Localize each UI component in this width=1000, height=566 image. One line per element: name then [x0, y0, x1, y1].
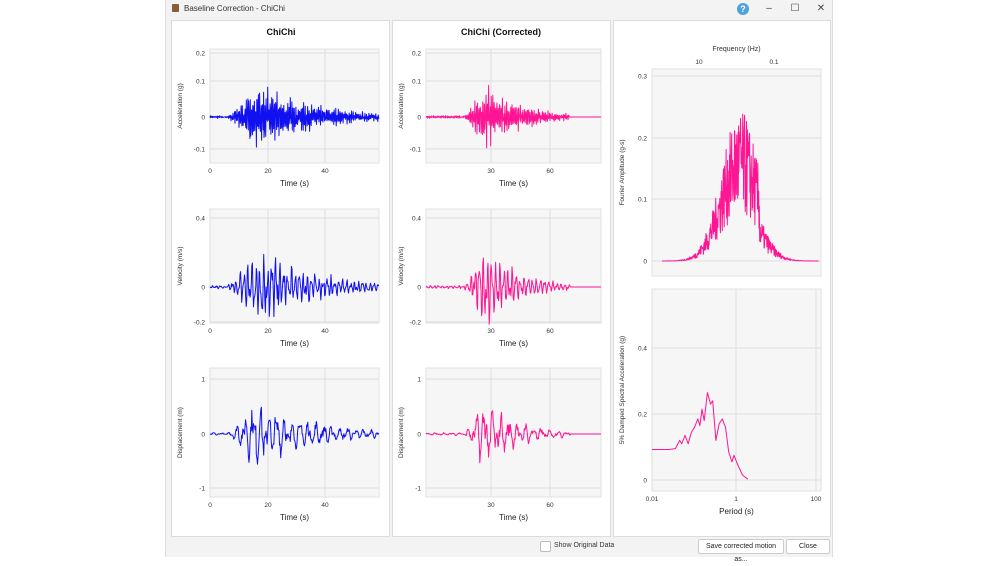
x-tick-label: 100: [811, 496, 822, 503]
y-tick-label: 0.1: [412, 79, 421, 86]
x-tick-label: 60: [546, 502, 554, 509]
y-tick-label: 0: [643, 259, 647, 266]
plot-area: [425, 208, 602, 324]
plot-area: [209, 208, 380, 324]
y-tick-label: 0.2: [638, 412, 647, 419]
app-icon: [172, 4, 179, 12]
help-icon[interactable]: ?: [737, 3, 749, 15]
maximize-button[interactable]: ☐: [790, 3, 800, 14]
minimize-button[interactable]: –: [766, 3, 772, 14]
panel-title: ChiChi (Corrected): [461, 27, 541, 37]
y-axis-label: Displacement (m): [398, 407, 405, 458]
x-tick-label: 60: [546, 168, 554, 175]
x-tick-label: 30: [487, 502, 495, 509]
y-tick-label: 0.3: [638, 74, 647, 81]
x-axis-label: Time (s): [280, 179, 309, 188]
series-line: [209, 254, 380, 318]
y-tick-label: 0.1: [196, 79, 205, 86]
y-axis-label: Fourier Amplitude (g-s): [619, 139, 626, 205]
y-tick-label: 0: [201, 115, 205, 122]
y-axis-label: 5% Damped Spectral Acceleration (g): [619, 336, 626, 444]
y-axis-label: Velocity (m/s): [398, 246, 405, 285]
y-tick-label: 0: [417, 115, 421, 122]
y-tick-label: -0.1: [194, 147, 206, 154]
x-tick-label: 60: [546, 328, 554, 335]
plot-area: [209, 48, 380, 164]
y-tick-label: 0: [417, 432, 421, 439]
x-tick-label: 20: [264, 328, 272, 335]
x-axis-label: Time (s): [499, 513, 528, 522]
y-tick-label: 0: [643, 478, 647, 485]
plot-area: [425, 367, 602, 498]
top-tick-label: 0.1: [769, 59, 778, 66]
y-tick-label: 0.2: [412, 51, 421, 58]
top-tick-label: 10: [695, 59, 703, 66]
spectra-panel: 0.3 0.2 0.1 0 10 0.1 Frequency (Hz) Fourier Amp…: [613, 20, 831, 537]
baseline-correction-window: Baseline Correction - ChiChi ? – ☐ ✕ Chi…: [165, 0, 833, 563]
y-axis-label: Acceleration (g): [177, 83, 184, 129]
x-tick-label: 0: [208, 168, 212, 175]
x-tick-label: 40: [321, 502, 329, 509]
y-tick-label: -1: [415, 486, 421, 493]
series-line: [661, 113, 819, 262]
y-tick-label: 0.2: [196, 51, 205, 58]
window-title: Baseline Correction - ChiChi: [184, 4, 285, 13]
x-axis-label: Time (s): [499, 179, 528, 188]
series-line: [209, 86, 380, 148]
original-motion-panel: ChiChi 0.2 0.1 0 -0.1 0 20 40 Time (s) Accelerati…: [171, 20, 390, 537]
y-tick-label: 0.4: [638, 346, 647, 353]
close-window-button[interactable]: ✕: [816, 3, 826, 14]
series-line: [209, 406, 380, 465]
x-axis-label: Period (s): [719, 507, 754, 516]
y-tick-label: 0.4: [412, 216, 421, 223]
x-tick-label: 0: [208, 502, 212, 509]
x-tick-label: 40: [321, 328, 329, 335]
x-tick-label: 20: [264, 502, 272, 509]
y-tick-label: 0.4: [196, 216, 205, 223]
x-tick-label: 1: [734, 496, 738, 503]
y-axis-label: Velocity (m/s): [177, 246, 184, 285]
y-tick-label: -0.2: [410, 320, 422, 327]
series-line: [425, 410, 601, 464]
y-tick-label: 1: [201, 377, 205, 384]
y-tick-label: -1: [199, 486, 205, 493]
x-axis-label: Time (s): [280, 513, 309, 522]
footer-bar: Show Original Data Save corrected motion…: [166, 536, 832, 563]
x-tick-label: 30: [487, 168, 495, 175]
x-tick-label: 0: [208, 328, 212, 335]
y-tick-label: 0: [417, 285, 421, 292]
title-bar: Baseline Correction - ChiChi ? – ☐ ✕: [166, 0, 832, 18]
series-line: [652, 392, 749, 480]
x-axis-label: Time (s): [280, 339, 309, 348]
x-tick-label: 0.01: [646, 496, 659, 503]
close-button[interactable]: Close: [786, 539, 830, 554]
plot-area: [425, 48, 602, 164]
x-axis-label: Time (s): [499, 339, 528, 348]
show-original-label[interactable]: Show Original Data: [554, 542, 615, 549]
y-tick-label: 0.2: [638, 136, 647, 143]
y-tick-label: 0: [201, 285, 205, 292]
panel-title: ChiChi: [267, 27, 296, 37]
y-axis-label: Acceleration (g): [398, 83, 405, 129]
y-tick-label: -0.1: [410, 147, 422, 154]
show-original-checkbox[interactable]: [540, 541, 551, 552]
y-tick-label: 1: [417, 377, 421, 384]
series-line: [425, 257, 601, 325]
corrected-motion-panel: ChiChi (Corrected) 0.2 0.1 0 -0.1 30 60 Time (s…: [392, 20, 611, 537]
x-tick-label: 30: [487, 328, 495, 335]
series-line: [425, 84, 602, 149]
y-axis-label: Displacement (m): [177, 407, 184, 458]
y-tick-label: 0: [201, 432, 205, 439]
save-corrected-motion-button[interactable]: Save corrected motion as...: [698, 539, 784, 563]
y-tick-label: -0.2: [194, 320, 206, 327]
x-tick-label: 20: [264, 168, 272, 175]
y-tick-label: 0.1: [638, 197, 647, 204]
x-tick-label: 40: [321, 168, 329, 175]
top-axis-label: Frequency (Hz): [712, 46, 760, 53]
